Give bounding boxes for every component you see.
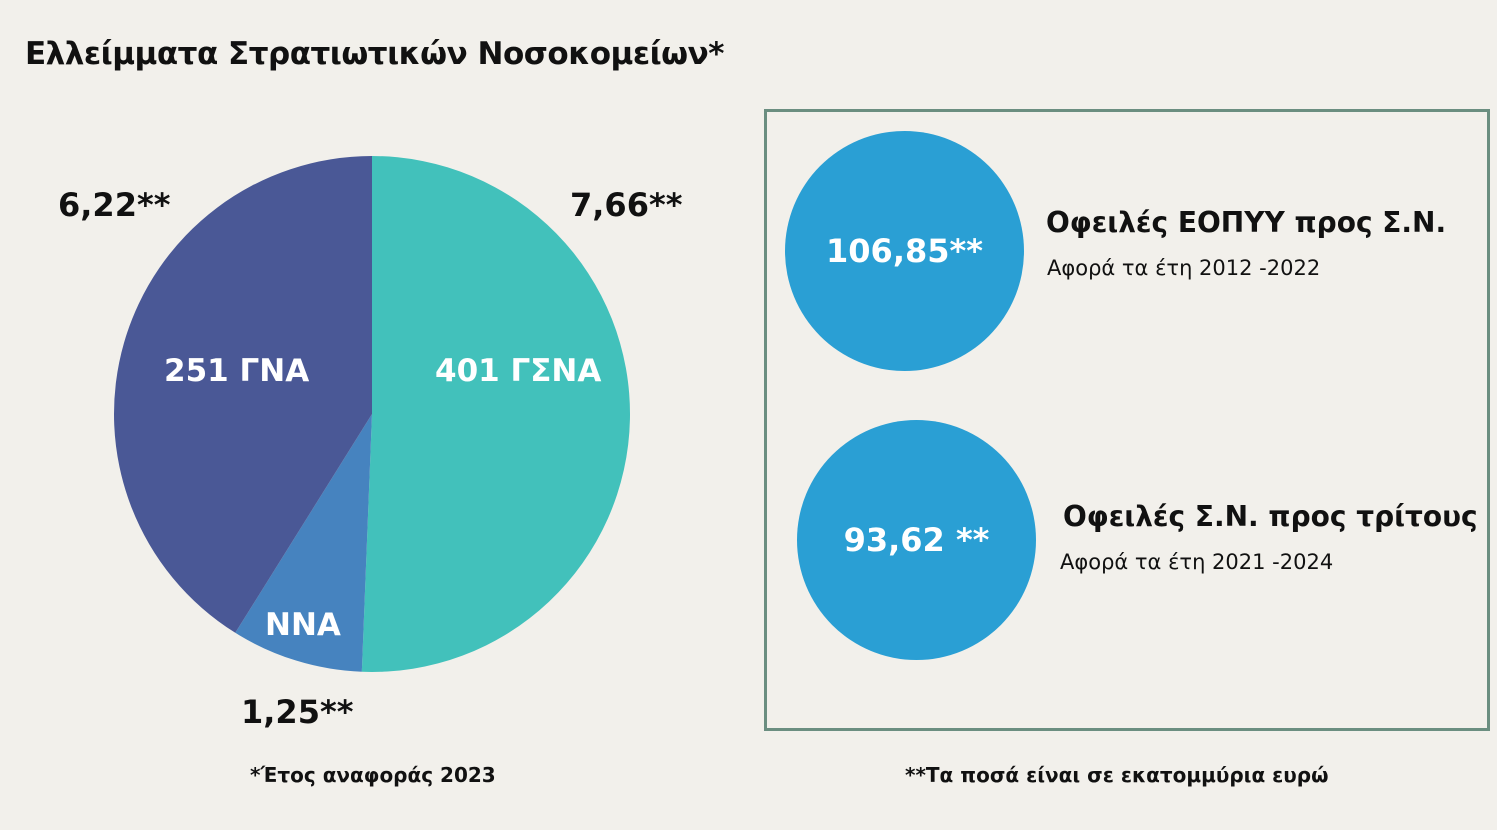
pie-chart: [114, 156, 631, 673]
debt-title: Οφειλές Σ.Ν. προς τρίτους: [1063, 500, 1478, 533]
footnote-unit: **Τα ποσά είναι σε εκατομμύρια ευρώ: [905, 763, 1329, 787]
debt-circle-third-parties: 93,62 **: [797, 420, 1036, 660]
pie-slice-251-γνα: [114, 156, 373, 633]
slice-label-nna: ΝΝΑ: [265, 607, 341, 643]
debt-subtitle: Αφορά τα έτη 2021 -2024: [1060, 550, 1334, 574]
slice-label-251-gna: 251 ΓΝΑ: [164, 353, 310, 389]
value-label-401-gsna: 7,66**: [570, 186, 683, 224]
pie-slice-ννα: [235, 414, 372, 672]
value-label-nna: 1,25**: [241, 693, 354, 731]
debt-value: 106,85**: [826, 232, 983, 270]
debt-subtitle: Αφορά τα έτη 2012 -2022: [1047, 256, 1321, 280]
slice-label-401-gsna: 401 ΓΣΝΑ: [435, 353, 602, 389]
debt-title: Οφειλές ΕΟΠΥΥ προς Σ.Ν.: [1046, 206, 1447, 239]
pie-slice-401-γσνα: [361, 156, 631, 673]
footnote-year: *Έτος αναφοράς 2023: [250, 763, 496, 787]
debt-value: 93,62 **: [843, 521, 990, 559]
debts-panel: [764, 109, 1490, 731]
debt-circle-eopyy: 106,85**: [785, 131, 1024, 371]
page-title: Ελλείμματα Στρατιωτικών Νοσοκομείων*: [25, 36, 724, 72]
value-label-251-gna: 6,22**: [58, 186, 171, 224]
